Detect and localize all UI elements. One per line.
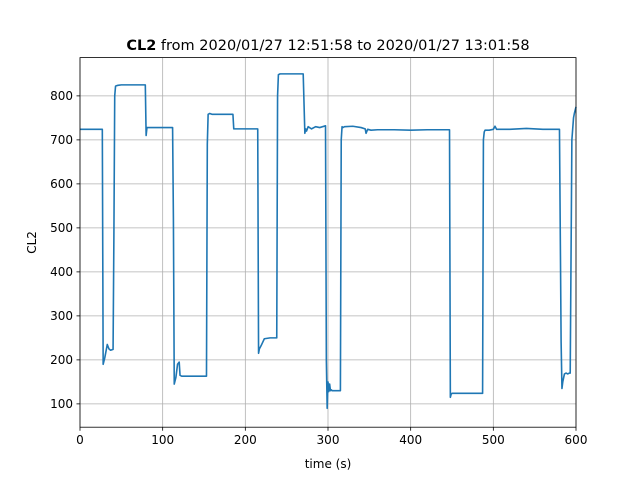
y-tick-label: 600 — [50, 177, 73, 191]
x-tick-label: 400 — [399, 433, 422, 447]
y-tick-label: 400 — [50, 265, 73, 279]
y-tick-label: 300 — [50, 309, 73, 323]
y-tick-label: 700 — [50, 133, 73, 147]
series-line-cl2 — [80, 73, 577, 410]
x-tick-label: 500 — [482, 433, 505, 447]
x-tick-label: 100 — [151, 433, 174, 447]
y-tick-label: 800 — [50, 89, 73, 103]
gridlines — [79, 57, 577, 428]
x-tick-label: 0 — [76, 433, 84, 447]
y-tick-label: 100 — [50, 397, 73, 411]
y-axis-label: CL2 — [25, 231, 39, 254]
x-tick-label: 600 — [565, 433, 588, 447]
y-tick-label: 200 — [50, 353, 73, 367]
x-axis-label: time (s) — [305, 457, 352, 471]
plot-frame — [79, 57, 577, 428]
axis-ticks: 0 100 200 300 400 500 600 100 200 300 400 500 600 700… — [50, 89, 587, 447]
chart-title: CL2 from 2020/01/27 12:51:58 to 2020/01/… — [126, 38, 529, 54]
x-tick-label: 200 — [234, 433, 257, 447]
y-tick-label: 500 — [50, 221, 73, 235]
x-tick-label: 300 — [317, 433, 340, 447]
chart-title-rest: from 2020/01/27 12:51:58 to 2020/01/27 1… — [156, 38, 529, 54]
chart-title-bold: CL2 — [126, 38, 156, 54]
